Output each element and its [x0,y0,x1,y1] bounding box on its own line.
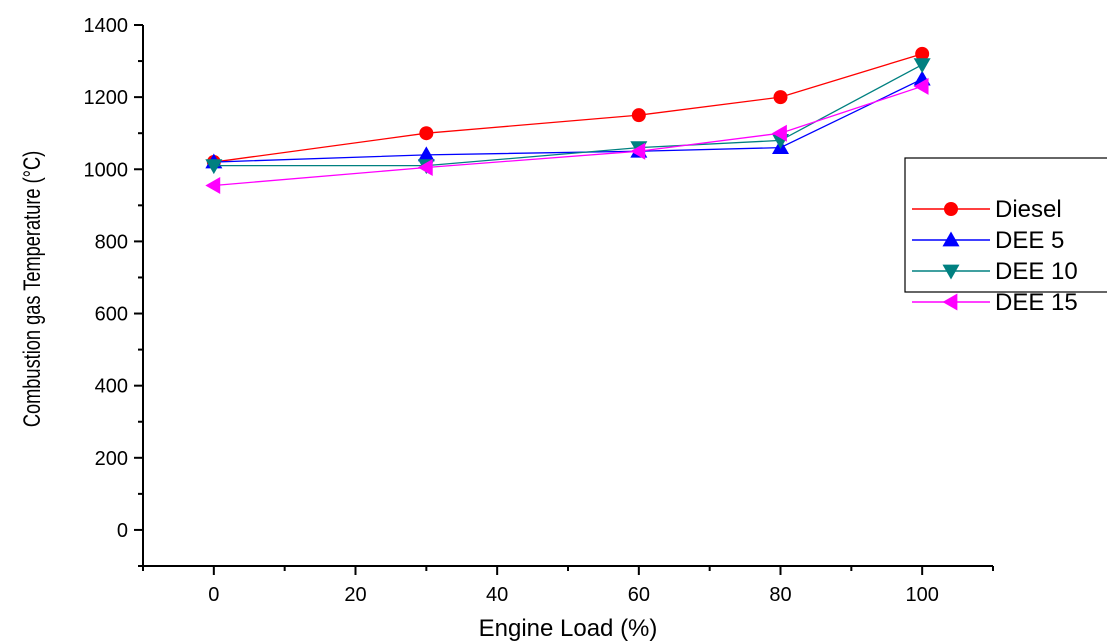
data-point [772,124,787,142]
legend-marker [942,264,960,280]
y-tick-label: 1400 [84,15,129,37]
y-tick-label: 800 [95,231,128,253]
y-tick-label: 200 [95,448,128,470]
x-tick-label: 20 [344,584,366,606]
legend-label: DEE 10 [995,258,1078,285]
series-line [213,64,923,167]
legend-box [904,157,1107,293]
series-dee-15 [205,77,929,194]
data-point [205,176,221,194]
legend-item: DEE 15 [912,289,1078,316]
data-point [419,126,434,141]
legend: Diesel DEE 5 DEE 10 DEE 15 [904,157,1107,316]
y-tick-label: 600 [95,304,128,326]
legend-label: DEE 5 [995,227,1064,254]
legend-item: DEE 5 [912,227,1064,254]
x-tick-label: 60 [628,584,650,606]
series-line [213,53,923,163]
data-point [913,77,929,95]
data-point [205,159,223,175]
legend-marker [942,293,958,311]
data-point [915,46,930,61]
data-point [773,90,788,105]
x-tick-label: 0 [208,584,219,606]
y-axis-title: Combustion gas Temperature (°C) [19,151,46,427]
x-tick-label: 80 [769,584,791,606]
legend-label: DEE 15 [995,289,1078,316]
y-tick-label: 1000 [84,159,129,181]
data-point [417,158,433,176]
data-point [631,108,646,123]
series-line [213,85,923,187]
x-axis-title: Engine Load (%) [479,615,658,642]
legend-item: Diesel [912,196,1062,223]
y-tick-label: 1200 [84,87,129,109]
y-tick-label: 0 [117,520,128,542]
series-layer [205,46,931,194]
axes: 0 200 400 600 800 1000 1200 1400 0 20 40 60 80 100 [84,15,994,606]
x-tick-label: 40 [486,584,508,606]
data-point [417,146,435,162]
y-tick-label: 400 [95,376,128,398]
legend-label: Diesel [995,196,1062,223]
series-diesel [206,46,930,170]
data-point [630,142,646,160]
legend-item: DEE 10 [912,258,1078,285]
legend-marker [942,231,960,247]
x-tick-label: 100 [905,584,938,606]
data-point [913,58,931,74]
legend-marker [944,202,958,216]
